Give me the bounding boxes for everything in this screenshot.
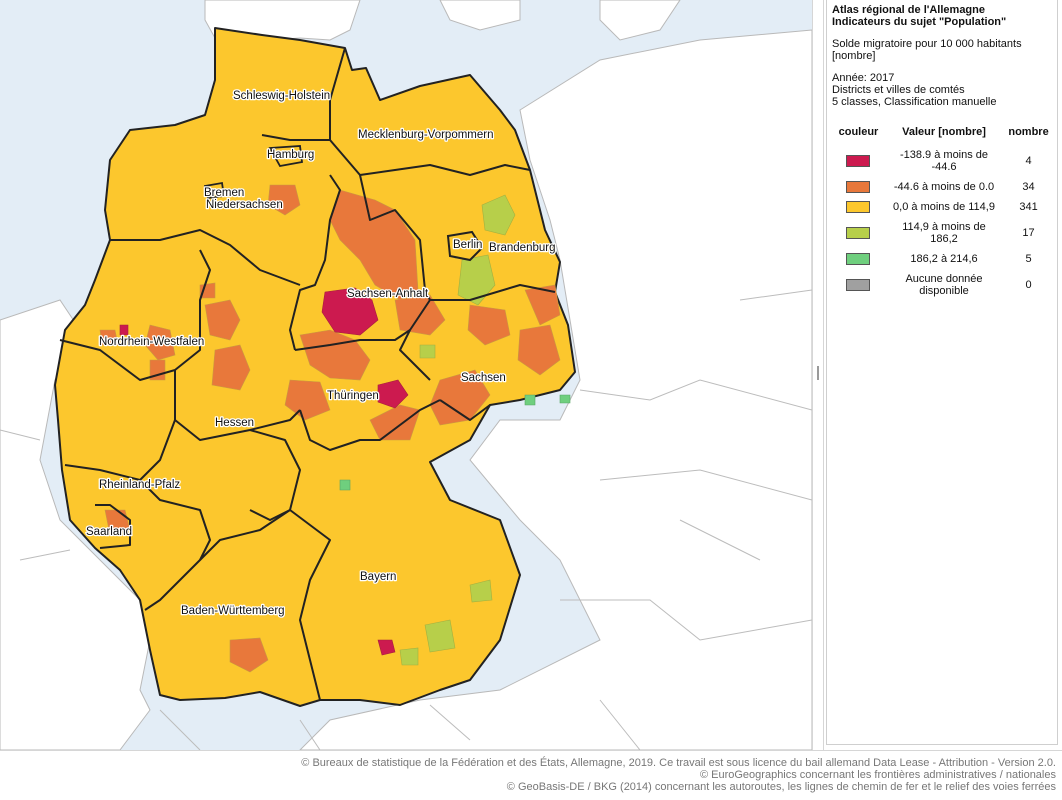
legend-swatch — [846, 181, 871, 194]
class2-districts[interactable] — [99, 184, 561, 673]
class1-districts[interactable] — [119, 287, 409, 656]
label-brandenburg: Brandenburg — [489, 242, 556, 254]
attribution-line3: © GeoBasis-DE / BKG (2014) concernant le… — [506, 781, 1056, 793]
attribution-line1: © Bureaux de statistique de la Fédératio… — [301, 757, 1056, 769]
classification-text: 5 classes, Classification manuelle — [832, 96, 997, 108]
legend-row[interactable]: -44.6 à moins de 0.0 34 — [832, 177, 1054, 197]
header-value: Valeur [nombre] — [902, 126, 986, 138]
legend-range: Aucune donnée disponible — [905, 273, 983, 298]
hamburg-outline — [268, 145, 303, 168]
legend-row[interactable]: 114,9 à moins de 186,2 17 — [832, 217, 1054, 249]
label-sachsen-anhalt: Sachsen-Anhalt — [347, 288, 429, 300]
label-berlin: Berlin — [453, 239, 482, 251]
map-metadata: Année: 2017 Districts et villes de comté… — [832, 72, 1052, 108]
legend-swatch — [846, 155, 871, 168]
legend-range: 114,9 à moins de 186,2 — [902, 221, 986, 246]
legend-range: 186,2 à 214,6 — [910, 253, 978, 266]
legend-header-row: couleur Valeur [nombre] nombre — [832, 124, 1054, 145]
bremen-outline — [203, 181, 226, 199]
label-saarland: Saarland — [86, 526, 132, 538]
level-text: Districts et villes de comtés — [832, 84, 965, 96]
label-niedersachsen: Niedersachsen — [206, 199, 283, 211]
legend-row[interactable]: 186,2 à 214,6 5 — [832, 249, 1054, 269]
class4-districts[interactable] — [399, 194, 516, 666]
legend-count: 34 — [1022, 181, 1035, 194]
map-svg[interactable]: Schleswig-Holstein Hamburg Mecklenburg-V… — [0, 0, 812, 750]
legend-row[interactable]: -138.9 à moins de -44.6 4 — [832, 145, 1054, 177]
splitter-grip-icon[interactable] — [817, 366, 819, 380]
label-mecklenburg-vorpommern: Mecklenburg-Vorpommern — [358, 129, 494, 141]
legend-range: 0,0 à moins de 114,9 — [893, 201, 995, 214]
legend-count: 341 — [1019, 201, 1038, 214]
label-bremen: Bremen — [204, 187, 244, 199]
legend-panel: Atlas régional de l'Allemagne Indicateur… — [826, 0, 1058, 745]
legend-range: -138.9 à moins de -44.6 — [899, 149, 989, 173]
legend-count: 17 — [1022, 227, 1035, 240]
label-rheinland-pfalz: Rheinland-Pfalz — [99, 479, 180, 491]
legend-row[interactable]: Aucune donnée disponible 0 — [832, 269, 1054, 301]
neighbor-borders — [0, 289, 812, 750]
legend-table: couleur Valeur [nombre] nombre -138.9 à … — [832, 124, 1054, 301]
indicator-line1: Solde migratoire pour 10 000 habitants — [832, 38, 1022, 50]
danish-islands — [439, 0, 681, 41]
indicator-name: Solde migratoire pour 10 000 habitants [… — [832, 38, 1052, 62]
legend-title-line2: Indicateurs du sujet "Population" — [832, 16, 1007, 28]
legend-row[interactable]: 0,0 à moins de 114,9 341 — [832, 197, 1054, 217]
label-schleswig-holstein: Schleswig-Holstein — [233, 90, 330, 102]
berlin-outline — [446, 230, 484, 262]
label-hamburg: Hamburg — [267, 149, 314, 161]
header-color: couleur — [838, 126, 879, 138]
legend-count: 0 — [1025, 279, 1032, 292]
label-hessen: Hessen — [215, 417, 254, 429]
attribution-footer: © Bureaux de statistique de la Fédératio… — [0, 750, 1062, 800]
legend-title-line1: Atlas régional de l'Allemagne — [832, 4, 985, 16]
label-baden-wuerttemberg: Baden-Württemberg — [181, 605, 285, 617]
legend-swatch — [846, 253, 871, 266]
label-bayern: Bayern — [360, 571, 396, 583]
label-nordrhein-westfalen: Nordrhein-Westfalen — [99, 336, 204, 348]
label-sachsen: Sachsen — [461, 372, 506, 384]
panel-splitter[interactable] — [812, 0, 824, 750]
legend-swatch — [846, 201, 871, 214]
indicator-line2: [nombre] — [832, 50, 876, 62]
legend-count: 5 — [1025, 253, 1032, 266]
choropleth-map[interactable]: Schleswig-Holstein Hamburg Mecklenburg-V… — [0, 0, 812, 750]
attribution-line2: © EuroGeographics concernant les frontiè… — [699, 769, 1056, 781]
year-text: Année: 2017 — [832, 72, 895, 84]
legend-count: 4 — [1025, 155, 1032, 167]
label-thueringen: Thüringen — [327, 390, 379, 402]
header-count: nombre — [1008, 126, 1049, 138]
legend-title: Atlas régional de l'Allemagne Indicateur… — [832, 4, 1052, 28]
legend-swatch — [846, 279, 871, 292]
legend-range: -44.6 à moins de 0.0 — [893, 181, 995, 194]
state-borders — [59, 47, 556, 701]
legend-swatch — [846, 227, 871, 240]
